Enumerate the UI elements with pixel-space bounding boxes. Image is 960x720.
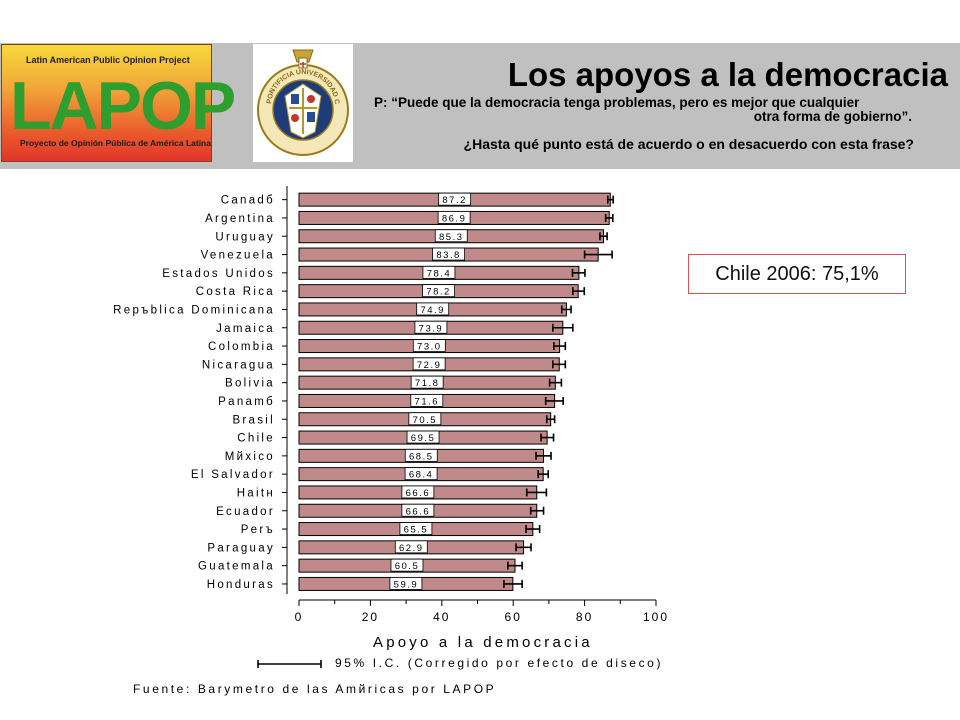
value-label-box [412,339,446,352]
category-label: Estados Unidos [162,268,275,280]
value-label-box [434,229,468,243]
data-label: 68.4 [409,470,434,481]
category-label: Guatemala [198,561,275,573]
logo-top-text: Latin American Public Opinion Project [26,55,190,65]
category-label: El Salvador [191,469,275,481]
data-label: 60.5 [395,561,420,572]
x-tick-label: 0 [295,610,304,624]
value-label-box [404,467,438,481]
data-label: 70.5 [413,415,438,426]
category-label: Ecuador [216,506,275,518]
x-tick-label: 80 [576,610,593,624]
value-label-box [410,375,444,389]
question-line1: Puede que la democracia tenga problemas,… [398,95,860,110]
category-label: Colombia [208,341,275,353]
question-2: ¿Hasta qué punto está de acuerdo o en de… [463,136,914,152]
source-text: Fuente: Barymetro de las Amйricas por LA… [133,682,497,696]
category-label: Costa Rica [196,286,275,298]
data-label: 68.5 [409,451,434,462]
value-label-box [422,265,456,279]
category-label: Paraguay [207,542,275,554]
value-label-box [401,503,435,517]
category-label: Uruguay [215,231,275,243]
x-axis-title: Apoyo a la democracia [373,634,593,651]
category-label: Canadб [221,195,275,207]
category-label: Honduras [207,579,275,591]
data-label: 87.2 [442,195,467,206]
data-label: 72.9 [417,360,442,371]
data-label: 65.5 [404,525,429,536]
value-label-box [438,192,472,206]
category-label: Repъblica Dominicana [113,304,275,316]
x-tick-label: 40 [433,610,450,624]
data-label: 69.5 [411,433,436,444]
data-label: 74.9 [420,305,445,316]
data-label: 59.9 [394,579,419,590]
category-label: Haitн [237,487,275,499]
value-label-box [389,577,423,590]
category-label: Perъ [241,524,275,536]
category-label: Panamб [218,396,275,408]
logo-bottom-text: Proyecto de Opinión Pública de América L… [20,138,211,148]
data-label: 62.9 [399,543,424,554]
data-label: 71.8 [415,378,440,389]
x-tick-label: 60 [505,610,522,624]
lapop-logo: Latin American Public Opinion Project LA… [1,44,236,162]
x-tick-label: 100 [643,610,669,624]
category-label: Venezuela [201,250,275,262]
value-label-box [408,412,442,426]
value-label-box [432,247,465,261]
value-label-box [399,522,433,535]
value-label-box [437,211,471,224]
value-label-box [414,320,448,334]
value-label-box [404,448,438,462]
data-label: 66.6 [406,506,431,517]
university-seal: PONTIFICIA UNIVERSIDAD CATOLICA DE CHILE [250,39,353,162]
value-label-box [410,394,444,407]
category-label: Chile [237,433,275,445]
value-label-box [390,558,424,572]
question-line2: otra forma de gobierno”. [753,109,912,124]
logo-word: LAPOP [10,68,236,144]
data-label: 78.4 [427,268,452,279]
x-tick-label: 20 [362,610,379,624]
value-label-box [416,302,450,316]
category-label: Nicaragua [202,359,275,371]
value-label-box [401,485,435,499]
data-label: 73.0 [417,342,442,353]
data-label: 86.9 [442,213,467,224]
category-label: Brasil [232,414,275,426]
data-label: 66.6 [406,488,431,499]
data-label: 73.9 [419,323,444,334]
data-label: 78.2 [426,287,451,298]
category-label: Jamaica [216,323,275,335]
chile-callout: Chile 2006: 75,1% [688,254,906,294]
category-label: Bolivia [225,378,275,390]
value-label-box [406,430,440,444]
value-label-box [394,540,428,554]
data-label: 85.3 [439,232,464,243]
data-label: 71.6 [415,396,440,407]
value-label-box [422,284,455,298]
question-text: P: “Puede que la democracia tenga proble… [374,96,948,124]
value-label-box [412,357,446,371]
question-prefix: P: “ [374,95,399,110]
category-label: Argentina [205,213,275,225]
ci-legend-text: 95% I.C. (Corregido por efecto de diseco… [335,656,664,670]
data-label: 83.8 [436,250,461,261]
category-label: Mйxico [225,451,275,463]
page-title: Los apoyos a la democracia [507,56,948,93]
